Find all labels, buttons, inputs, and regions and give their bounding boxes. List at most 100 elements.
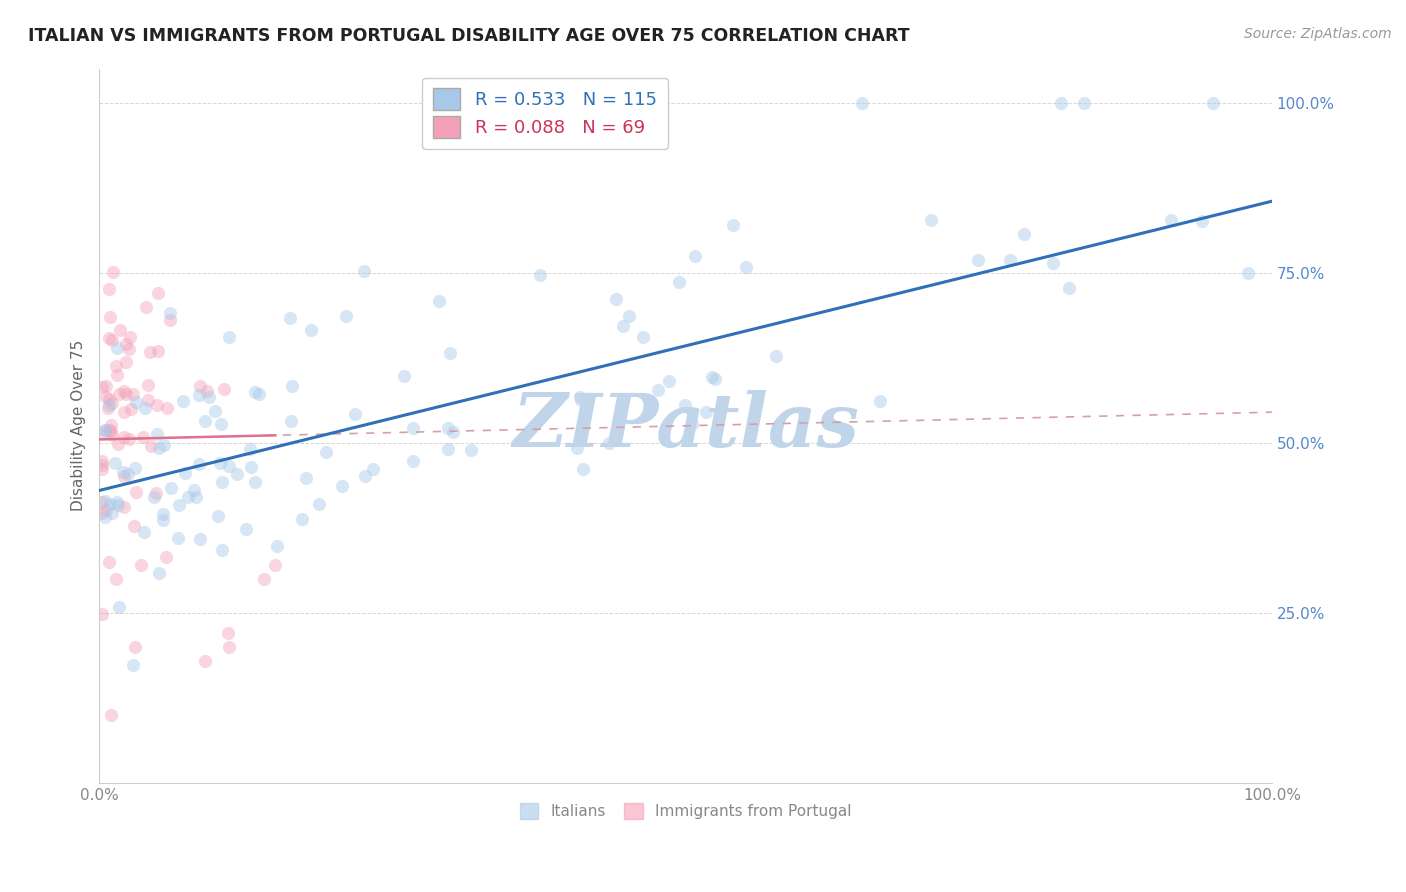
- Point: [159, 306, 181, 320]
- Point: [572, 461, 595, 475]
- Point: [394, 368, 416, 383]
- Text: ITALIAN VS IMMIGRANTS FROM PORTUGAL DISABILITY AGE OVER 75 CORRELATION CHART: ITALIAN VS IMMIGRANTS FROM PORTUGAL DISA…: [28, 27, 910, 45]
- Point: [295, 471, 318, 485]
- Point: [114, 429, 136, 443]
- Point: [235, 522, 257, 536]
- Point: [108, 599, 131, 614]
- Point: [1012, 227, 1035, 242]
- Text: ZIPatlas: ZIPatlas: [512, 390, 859, 462]
- Point: [122, 387, 145, 401]
- Point: [98, 555, 121, 569]
- Point: [131, 429, 153, 443]
- Point: [118, 330, 141, 344]
- Point: [90, 379, 112, 393]
- Point: [363, 462, 385, 476]
- Point: [214, 382, 236, 396]
- Point: [101, 265, 124, 279]
- Point: [703, 372, 725, 386]
- Point: [308, 497, 330, 511]
- Point: [291, 512, 314, 526]
- Point: [94, 391, 117, 405]
- Point: [105, 495, 128, 509]
- Point: [315, 444, 337, 458]
- Point: [91, 458, 114, 472]
- Point: [107, 386, 129, 401]
- Point: [139, 438, 162, 452]
- Point: [1202, 95, 1225, 110]
- Point: [612, 319, 634, 334]
- Point: [264, 558, 287, 573]
- Point: [176, 490, 198, 504]
- Point: [114, 355, 136, 369]
- Point: [721, 218, 744, 232]
- Point: [97, 282, 120, 296]
- Point: [98, 497, 121, 511]
- Point: [90, 495, 112, 509]
- Point: [90, 607, 112, 621]
- Point: [114, 337, 136, 351]
- Point: [169, 498, 191, 512]
- Point: [998, 252, 1021, 267]
- Point: [183, 483, 205, 497]
- Point: [136, 392, 159, 407]
- Point: [107, 436, 129, 450]
- Point: [402, 421, 425, 435]
- Point: [218, 459, 240, 474]
- Point: [617, 310, 640, 324]
- Text: Source: ZipAtlas.com: Source: ZipAtlas.com: [1244, 27, 1392, 41]
- Point: [920, 212, 942, 227]
- Point: [851, 95, 873, 110]
- Point: [112, 405, 135, 419]
- Point: [204, 403, 226, 417]
- Point: [344, 407, 367, 421]
- Point: [146, 344, 169, 359]
- Point: [218, 330, 240, 344]
- Point: [90, 506, 112, 520]
- Point: [101, 396, 124, 410]
- Point: [94, 423, 117, 437]
- Point: [94, 509, 117, 524]
- Point: [153, 438, 176, 452]
- Point: [598, 436, 620, 450]
- Point: [239, 459, 262, 474]
- Point: [110, 323, 132, 337]
- Point: [197, 390, 219, 404]
- Point: [605, 292, 627, 306]
- Point: [173, 466, 195, 480]
- Y-axis label: Disability Age Over 75: Disability Age Over 75: [72, 340, 86, 511]
- Point: [118, 432, 141, 446]
- Point: [112, 469, 135, 483]
- Point: [121, 657, 143, 672]
- Point: [631, 330, 654, 344]
- Point: [135, 300, 157, 314]
- Point: [107, 498, 129, 512]
- Point: [125, 485, 148, 500]
- Point: [217, 626, 239, 640]
- Point: [104, 359, 127, 374]
- Point: [683, 249, 706, 263]
- Point: [155, 549, 177, 564]
- Point: [1160, 213, 1182, 227]
- Point: [188, 532, 211, 546]
- Point: [148, 442, 170, 456]
- Point: [115, 386, 138, 401]
- Point: [681, 417, 703, 431]
- Point: [437, 442, 460, 456]
- Point: [869, 394, 891, 409]
- Point: [101, 506, 124, 520]
- Point: [966, 252, 988, 267]
- Point: [97, 401, 120, 415]
- Point: [735, 260, 758, 275]
- Point: [443, 425, 465, 440]
- Point: [94, 426, 117, 441]
- Point: [120, 401, 142, 416]
- Point: [211, 475, 233, 489]
- Point: [266, 539, 288, 553]
- Point: [702, 370, 724, 384]
- Point: [437, 421, 460, 435]
- Point: [145, 398, 167, 412]
- Point: [152, 513, 174, 527]
- Point: [335, 309, 357, 323]
- Point: [243, 384, 266, 399]
- Point: [167, 531, 190, 545]
